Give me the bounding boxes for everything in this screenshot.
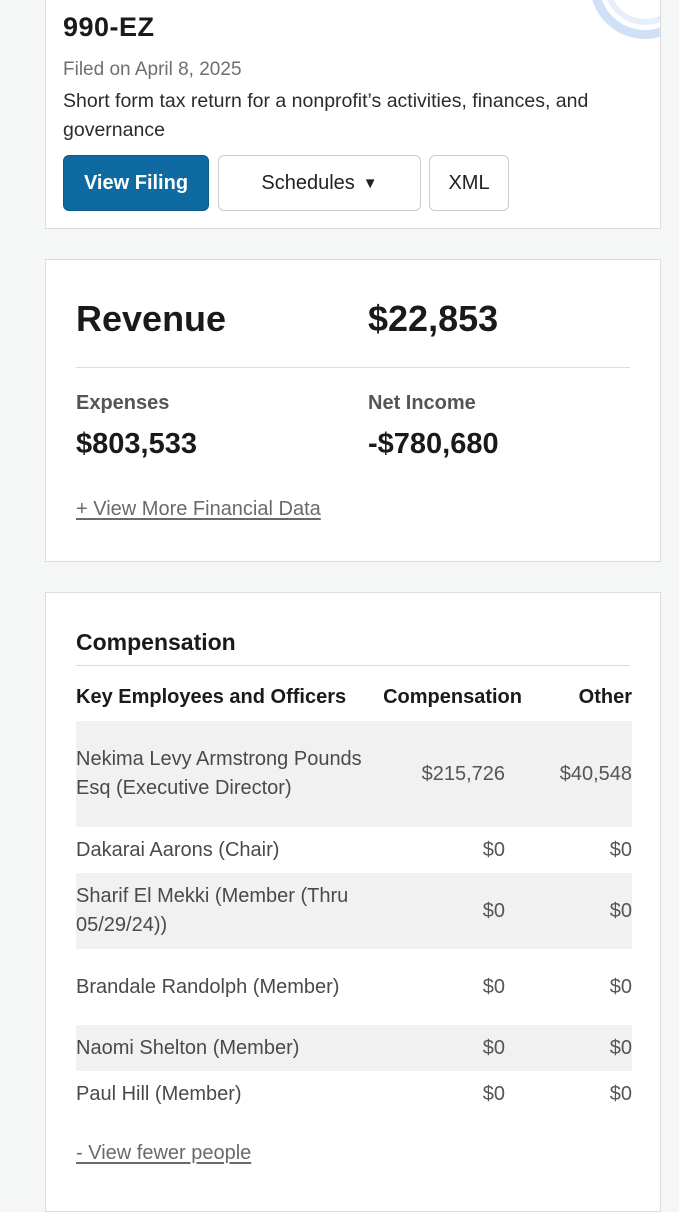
person-name: Brandale Randolph (Member) <box>76 975 340 998</box>
person-name: Naomi Shelton (Member) <box>76 1036 300 1059</box>
expenses-value: $803,533 <box>76 428 197 460</box>
schedules-label: Schedules <box>261 171 355 194</box>
person-other: $0 <box>609 899 632 922</box>
view-more-financial-data-link[interactable]: + View More Financial Data <box>76 498 321 520</box>
person-other: $0 <box>609 975 632 998</box>
view-fewer-people-link[interactable]: - View fewer people <box>76 1142 252 1164</box>
column-header-compensation: Compensation <box>383 685 522 708</box>
person-compensation: $0 <box>482 838 505 861</box>
form-description: Short form tax return for a nonprofit’s … <box>63 90 589 141</box>
net-income-value: -$780,680 <box>368 428 499 460</box>
person-name: Paul Hill (Member) <box>76 1082 242 1105</box>
table-row: Paul Hill (Member) $0 $0 <box>76 1071 632 1117</box>
compensation-card: Compensation Key Employees and Officers … <box>45 592 661 1212</box>
person-other: $40,548 <box>559 762 632 785</box>
compensation-divider <box>76 665 630 666</box>
column-header-other: Other <box>578 685 632 708</box>
person-compensation: $0 <box>482 899 505 922</box>
column-header-name: Key Employees and Officers <box>76 685 347 708</box>
revenue-value: $22,853 <box>368 298 499 339</box>
person-compensation: $0 <box>482 1036 505 1059</box>
table-row: Sharif El Mekki (Member (Thru 05/29/24))… <box>76 873 632 949</box>
person-name: Sharif El Mekki (Member (Thru 05/29/24)) <box>76 885 349 936</box>
table-row: Dakarai Aarons (Chair) $0 $0 <box>76 827 632 873</box>
table-header-row: Key Employees and Officers Compensation … <box>76 673 632 721</box>
person-other: $0 <box>609 838 632 861</box>
filed-date: Filed on April 8, 2025 <box>63 59 242 80</box>
person-other: $0 <box>609 1036 632 1059</box>
net-income-label: Net Income <box>368 392 476 414</box>
schedules-dropdown-button[interactable]: Schedules ▼ <box>218 155 421 211</box>
financial-divider <box>76 367 630 368</box>
person-compensation: $215,726 <box>421 762 505 785</box>
person-compensation: $0 <box>482 1082 505 1105</box>
expenses-label: Expenses <box>76 392 170 414</box>
table-row: Naomi Shelton (Member) $0 $0 <box>76 1025 632 1071</box>
filing-card: 990-EZ Filed on April 8, 2025 Short form… <box>45 0 661 229</box>
table-row: Brandale Randolph (Member) $0 $0 <box>76 949 632 1025</box>
caret-down-icon: ▼ <box>362 174 378 192</box>
table-row: Nekima Levy Armstrong Pounds Esq (Execut… <box>76 721 632 827</box>
person-name: Nekima Levy Armstrong Pounds Esq (Execut… <box>76 748 362 799</box>
person-name: Dakarai Aarons (Chair) <box>76 838 280 861</box>
financial-summary-card: Revenue $22,853 Expenses Net Income $803… <box>45 259 661 562</box>
form-title: 990-EZ <box>63 12 155 42</box>
xml-button[interactable]: XML <box>429 155 509 211</box>
revenue-label: Revenue <box>76 298 227 339</box>
person-compensation: $0 <box>482 975 505 998</box>
person-other: $0 <box>609 1082 632 1105</box>
compensation-table: Key Employees and Officers Compensation … <box>76 673 632 1117</box>
compensation-heading: Compensation <box>76 629 236 655</box>
view-filing-button[interactable]: View Filing <box>63 155 209 211</box>
